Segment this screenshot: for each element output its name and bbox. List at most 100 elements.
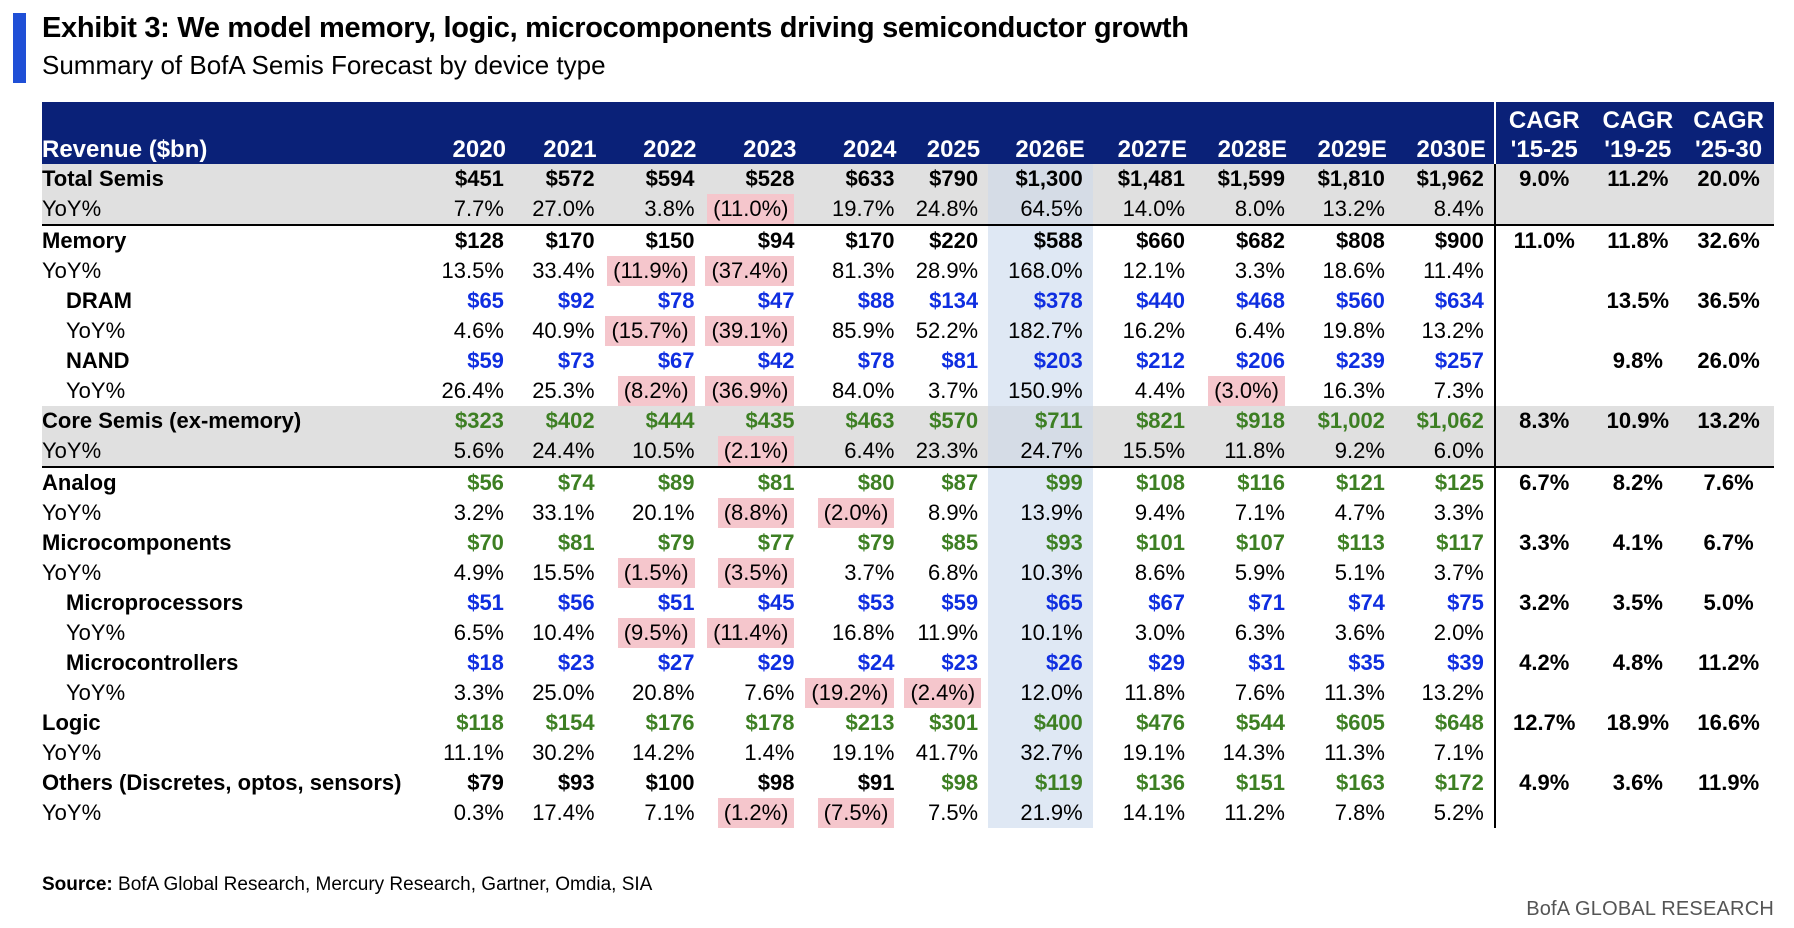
- negative-value: (1.5%): [617, 558, 695, 588]
- value-cell: 3.7%: [1433, 560, 1484, 585]
- value-cell: $31: [1248, 650, 1285, 675]
- value-cell: 24.4%: [513, 436, 605, 467]
- cagr-cell: [1593, 498, 1684, 528]
- value-cell: 6.4%: [1234, 318, 1285, 343]
- value-cell: $18: [467, 650, 504, 675]
- value-cell: 11.9%: [917, 620, 979, 645]
- cagr-cell: 3.2%: [1493, 588, 1593, 618]
- header-year: 2024: [843, 136, 897, 163]
- value-cell: $402: [513, 406, 605, 436]
- cagr-cell: 11.9%: [1698, 770, 1760, 795]
- value-cell: 12.1%: [1122, 258, 1186, 283]
- value-cell: $1,481: [1092, 164, 1196, 194]
- value-cell: (1.2%): [705, 798, 805, 828]
- value-cell: 15.5%: [1092, 436, 1196, 467]
- cagr-cell: 6.7%: [1493, 466, 1593, 498]
- value-cell: 10.1%: [988, 618, 1093, 648]
- value-cell: 16.8%: [832, 620, 895, 645]
- cagr-cell: 3.5%: [1612, 590, 1663, 615]
- value-cell: 14.2%: [632, 740, 695, 765]
- value-cell: $59: [467, 348, 504, 373]
- table-row: Analog $56 $74 $89 $81 $80 $87 $99 $108 $116 $121 $…: [42, 466, 1774, 498]
- cagr-cell: [1493, 618, 1593, 648]
- cagr-cell: 11.0%: [1493, 224, 1593, 256]
- table-row: DRAM $65 $92 $78 $47 $88 $134 $378 $440 $468 $560 $…: [42, 286, 1774, 316]
- header-cagr-title: CAGR: [1602, 107, 1674, 134]
- value-cell: $35: [1348, 650, 1385, 675]
- value-cell: 30.2%: [532, 740, 595, 765]
- value-cell: 6.8%: [927, 560, 979, 585]
- value-cell: $87: [904, 466, 989, 498]
- header-cagr: CAGR '19-25: [1593, 102, 1684, 164]
- value-cell: 64.5%: [988, 194, 1093, 225]
- value-cell: 19.7%: [804, 194, 905, 225]
- value-cell: 8.0%: [1195, 194, 1295, 225]
- negative-value: (37.4%): [705, 256, 795, 286]
- value-cell: $711: [988, 406, 1093, 436]
- cagr-cell: 9.0%: [1493, 164, 1593, 194]
- value-cell: $212: [1136, 348, 1186, 373]
- value-cell: 14.0%: [1092, 194, 1196, 225]
- value-cell: $88: [857, 288, 895, 313]
- value-cell: $400: [988, 708, 1093, 738]
- value-cell: 7.5%: [927, 800, 979, 825]
- row-label: YoY%: [42, 258, 102, 283]
- value-cell: $176: [645, 710, 695, 735]
- value-cell: $117: [1436, 530, 1484, 555]
- cagr-cell: [1493, 498, 1593, 528]
- value-cell: 7.1%: [1433, 740, 1484, 765]
- value-cell: 13.2%: [1294, 194, 1395, 225]
- cagr-cell: [1593, 316, 1684, 346]
- value-cell: 8.9%: [927, 500, 979, 525]
- value-cell: 3.8%: [604, 194, 705, 225]
- value-cell: 14.1%: [1122, 800, 1186, 825]
- table-row: Memory $128 $170 $150 $94 $170 $220 $588 $660 $68…: [42, 224, 1774, 256]
- value-cell: $80: [804, 466, 905, 498]
- table-row: Total Semis $451 $572 $594 $528 $633 $790 $1,30…: [42, 164, 1774, 194]
- value-cell: $821: [1092, 406, 1196, 436]
- value-cell: $27: [657, 650, 695, 675]
- header-year: 2020: [452, 136, 506, 163]
- table-row: YoY% 0.3% 17.4% 7.1% (1.2%) (7.5%) 7.5% 21.9% 14…: [42, 798, 1774, 828]
- value-cell: $1,300: [988, 164, 1093, 194]
- table-row: YoY% 11.1% 30.2% 14.2% 1.4% 19.1% 41.7% 32.7% 19…: [42, 738, 1774, 768]
- negative-value: (8.2%): [617, 376, 695, 406]
- value-cell: $79: [857, 530, 895, 555]
- value-cell: $74: [513, 466, 605, 498]
- value-cell: 5.6%: [425, 436, 514, 467]
- cagr-cell: [1683, 558, 1774, 588]
- value-cell: $116: [1195, 466, 1295, 498]
- value-cell: 3.2%: [453, 500, 504, 525]
- value-cell: 18.6%: [1322, 258, 1385, 283]
- cagr-cell: [1593, 678, 1684, 708]
- exhibit-subtitle: Summary of BofA Semis Forecast by device…: [42, 50, 606, 80]
- value-cell: $476: [1136, 710, 1186, 735]
- value-cell: (8.8%): [705, 498, 805, 528]
- value-cell: $468: [1236, 288, 1285, 313]
- value-cell: $1,062: [1394, 406, 1495, 436]
- header-label: Revenue ($bn): [42, 136, 208, 163]
- cagr-cell: [1683, 376, 1774, 406]
- cagr-cell: [1593, 618, 1684, 648]
- header-year: 2023: [743, 136, 797, 163]
- value-cell: $101: [1136, 530, 1186, 555]
- cagr-cell: 18.9%: [1606, 710, 1670, 735]
- value-cell: 6.0%: [1394, 436, 1495, 467]
- header-year: 2027E: [1117, 136, 1188, 163]
- cagr-cell: [1592, 436, 1684, 467]
- header-cagr-period: '25-30: [1695, 136, 1763, 163]
- value-cell: $98: [941, 770, 979, 795]
- value-cell: $528: [704, 164, 805, 194]
- value-cell: $648: [1434, 710, 1484, 735]
- value-cell: $92: [557, 288, 595, 313]
- value-cell: (2.1%): [704, 436, 805, 467]
- value-cell: 3.3%: [1234, 258, 1285, 283]
- cagr-cell: 9.8%: [1612, 348, 1663, 373]
- table-row: YoY% 3.2% 33.1% 20.1% (8.8%) (2.0%) 8.9% 13.9% 9…: [42, 498, 1774, 528]
- cagr-cell: [1493, 346, 1593, 376]
- value-cell: 9.4%: [1134, 500, 1186, 525]
- value-cell: 16.3%: [1322, 378, 1385, 403]
- value-cell: (11.0%): [704, 194, 805, 225]
- value-cell: $45: [757, 590, 795, 615]
- value-cell: (2.0%): [804, 498, 904, 528]
